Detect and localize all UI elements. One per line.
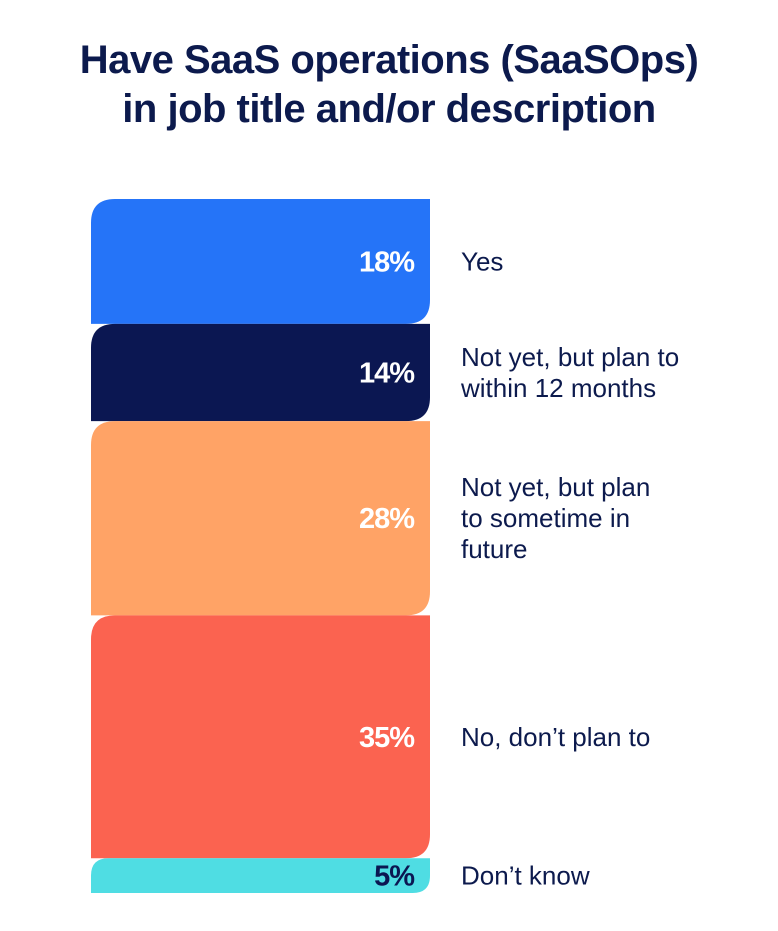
value-label-4: 35%	[359, 722, 415, 754]
chart-title: Have SaaS operations (SaaSOps) in job ti…	[0, 36, 778, 134]
category-label-4: No, don’t plan to	[461, 722, 650, 752]
chart-title-line-2: in job title and/or description	[122, 87, 656, 131]
value-label-2: 14%	[359, 358, 415, 390]
value-label-3: 28%	[359, 503, 415, 535]
chart-title-line-1: Have SaaS operations (SaaSOps)	[79, 38, 699, 82]
value-label-5: 5%	[374, 861, 415, 893]
bar-segment-5	[91, 858, 430, 893]
bar-segment-1	[91, 199, 430, 324]
category-label-2: Not yet, but plan to within 12 months	[460, 342, 679, 403]
bar-segment-3	[91, 421, 430, 616]
bar-segment-2	[91, 323, 430, 422]
category-label-5: Don’t know	[461, 861, 590, 891]
value-label-1: 18%	[359, 246, 415, 278]
category-label-3: Not yet, but plan to sometime in future	[461, 472, 650, 564]
category-label-1: Yes	[461, 246, 503, 276]
bar-segment-4	[91, 615, 430, 859]
